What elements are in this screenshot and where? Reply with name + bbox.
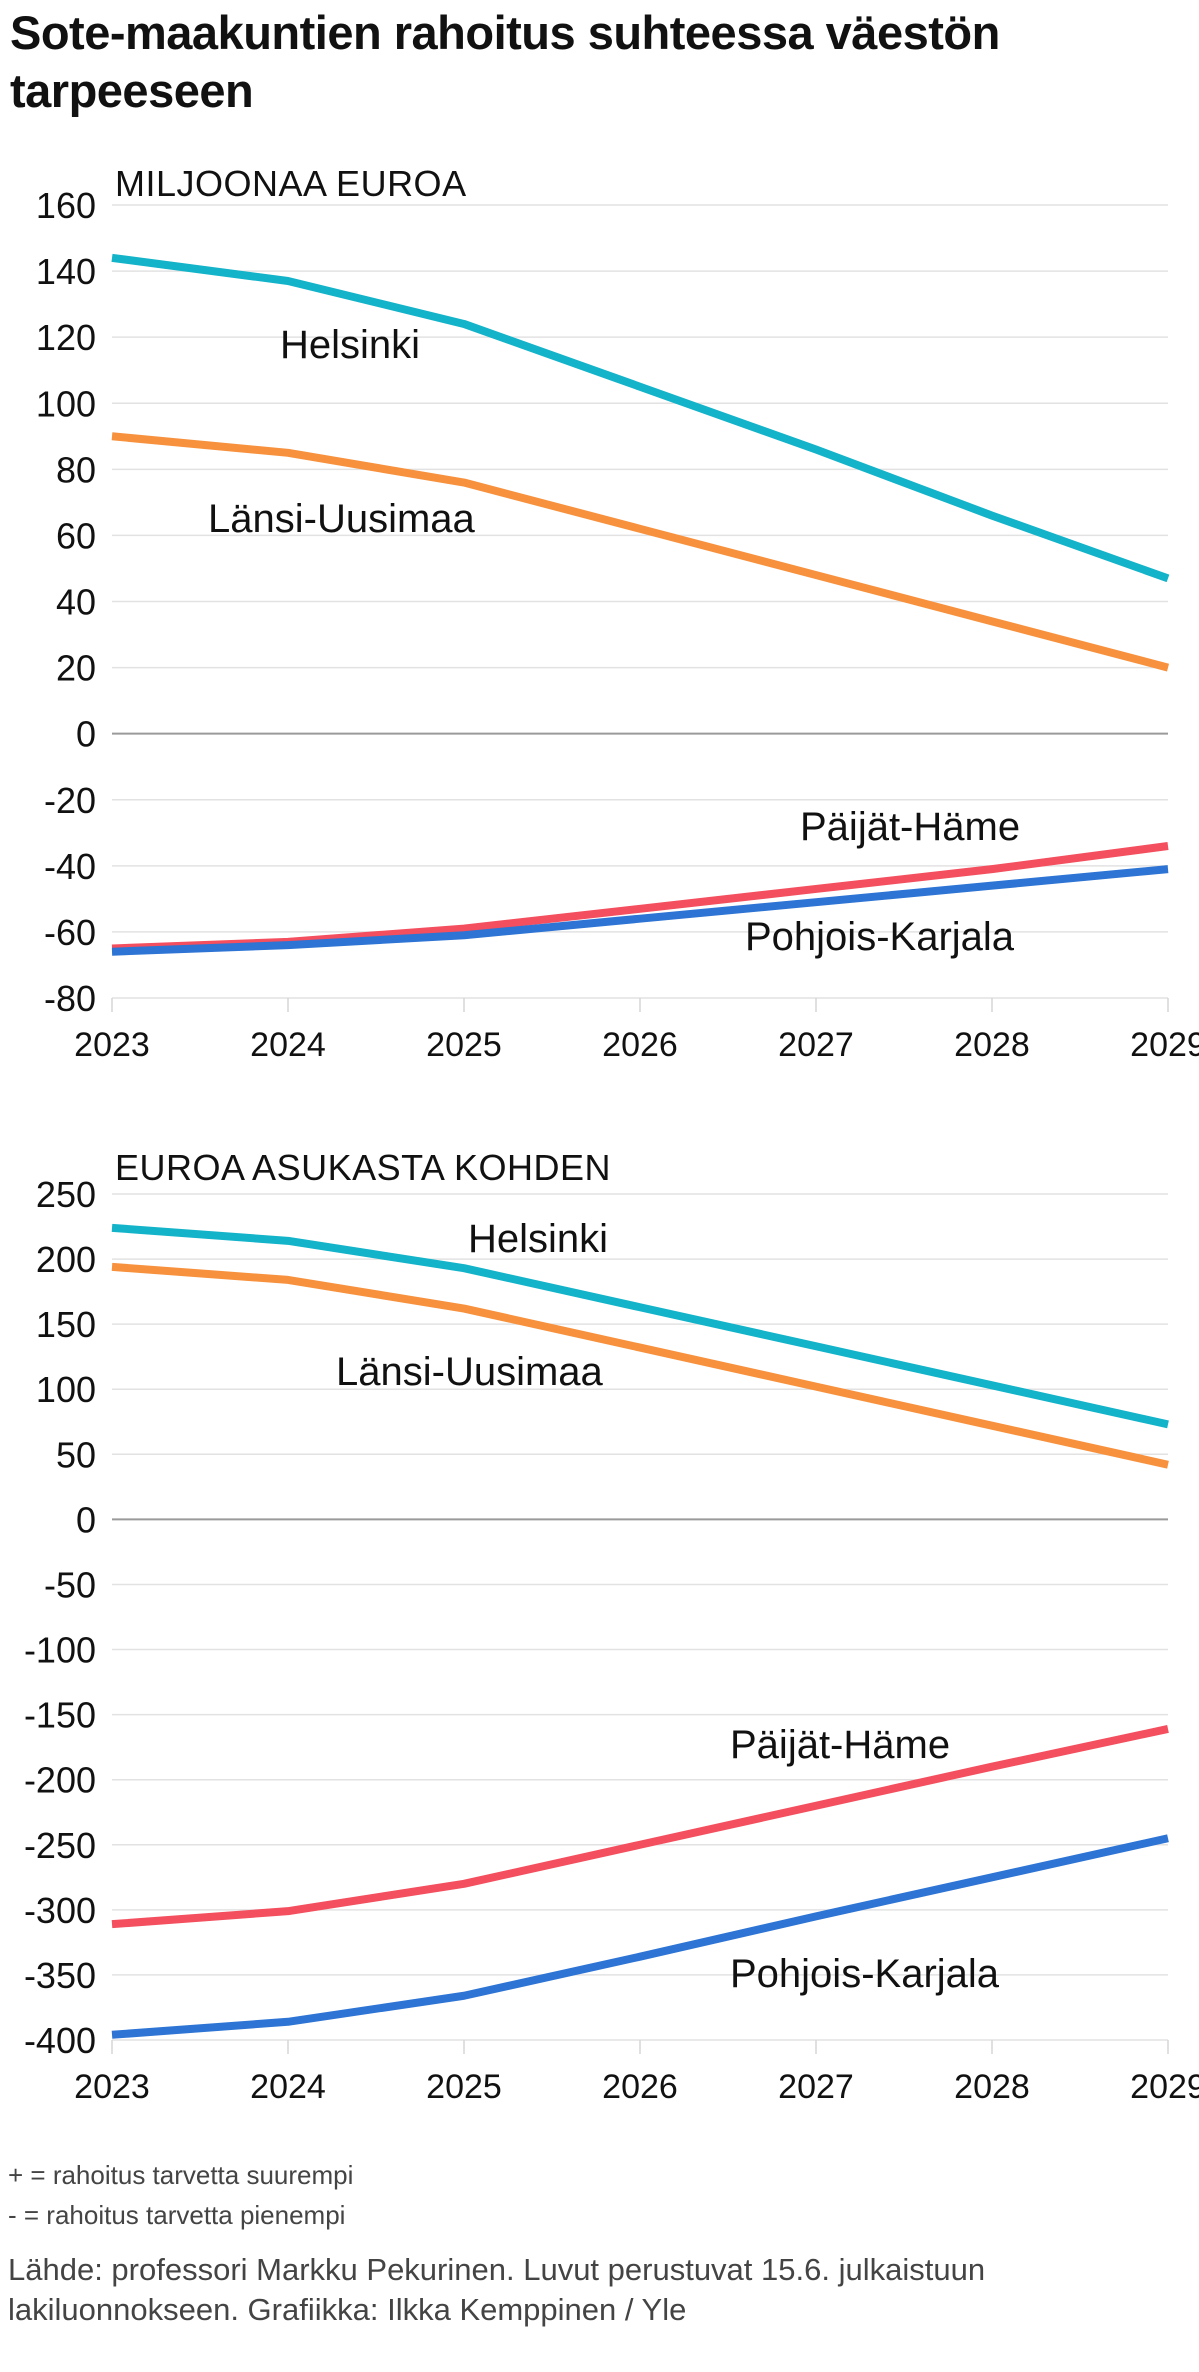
y-tick-label: 150 [36, 1304, 96, 1345]
y-tick-label: 0 [76, 714, 96, 755]
y-tick-label: 80 [56, 449, 96, 490]
y-tick-label: -20 [44, 780, 96, 821]
chart-title: Sote-maakuntien rahoitus suhteessa väest… [10, 6, 1000, 117]
y-tick-label: -400 [24, 2020, 96, 2061]
y-tick-label: -150 [24, 1695, 96, 1736]
y-tick-label: -300 [24, 1890, 96, 1931]
series-label-lansi-uusimaa: Länsi-Uusimaa [336, 1350, 604, 1394]
series-line-pohjois-karjala [111, 1834, 1169, 2039]
y-tick-label: 200 [36, 1239, 96, 1280]
x-tick-label: 2025 [426, 2068, 502, 2106]
x-tick-label: 2023 [74, 1026, 150, 1064]
x-tick-label: 2027 [778, 2068, 854, 2106]
x-tick-label: 2023 [74, 2068, 150, 2106]
series-label-paijat-hame: Päijät-Häme [800, 805, 1020, 849]
y-tick-label: -40 [44, 846, 96, 887]
y-tick-label: -80 [44, 978, 96, 1019]
x-tick-label: 2029 [1130, 2068, 1199, 2106]
x-tick-label: 2026 [602, 1026, 678, 1064]
y-tick-label: 100 [36, 1369, 96, 1410]
y-tick-label: 0 [76, 1499, 96, 1540]
y-tick-label: 250 [36, 1174, 96, 1215]
x-tick-label: 2029 [1130, 1026, 1199, 1064]
y-tick-label: 60 [56, 515, 96, 556]
axis-unit-label: EUROA ASUKASTA KOHDEN [115, 1147, 611, 1188]
series-label-helsinki: Helsinki [280, 323, 420, 367]
series-line-helsinki [111, 1223, 1169, 1429]
y-tick-label: -50 [44, 1564, 96, 1605]
y-tick-label: -200 [24, 1760, 96, 1801]
x-tick-label: 2027 [778, 1026, 854, 1064]
y-tick-label: -60 [44, 912, 96, 953]
y-tick-label: 40 [56, 582, 96, 623]
x-tick-label: 2028 [954, 2068, 1030, 2106]
x-tick-label: 2025 [426, 1026, 502, 1064]
x-tick-label: 2024 [250, 1026, 326, 1064]
y-tick-label: 140 [36, 251, 96, 292]
y-tick-label: -100 [24, 1630, 96, 1671]
x-tick-label: 2026 [602, 2068, 678, 2106]
y-tick-label: 20 [56, 648, 96, 689]
series-label-pohjois-karjala: Pohjois-Karjala [730, 1952, 1000, 1996]
series-line-helsinki [111, 253, 1170, 583]
y-tick-label: 100 [36, 383, 96, 424]
series-line-lansi-uusimaa [111, 432, 1170, 672]
series-label-lansi-uusimaa: Länsi-Uusimaa [208, 497, 476, 541]
y-tick-label: -350 [24, 1955, 96, 1996]
legend-note-negative: - = rahoitus tarvetta pienempi [8, 2200, 346, 2230]
series-label-paijat-hame: Päijät-Häme [730, 1723, 950, 1767]
legend-note-positive: + = rahoitus tarvetta suurempi [8, 2160, 354, 2190]
series-line-lansi-uusimaa [111, 1262, 1169, 1469]
y-tick-label: 50 [56, 1434, 96, 1475]
series-line-paijat-hame [111, 1725, 1169, 1929]
y-tick-label: 160 [36, 185, 96, 226]
series-label-helsinki: Helsinki [468, 1217, 608, 1261]
x-tick-label: 2024 [250, 2068, 326, 2106]
y-tick-label: -250 [24, 1825, 96, 1866]
source-note: Lähde: professori Markku Pekurinen. Luvu… [8, 2252, 986, 2327]
axis-unit-label: MILJOONAA EUROA [115, 163, 467, 204]
x-tick-label: 2028 [954, 1026, 1030, 1064]
y-tick-label: 120 [36, 317, 96, 358]
series-label-pohjois-karjala: Pohjois-Karjala [745, 915, 1015, 959]
series-line-pohjois-karjala [111, 865, 1169, 956]
